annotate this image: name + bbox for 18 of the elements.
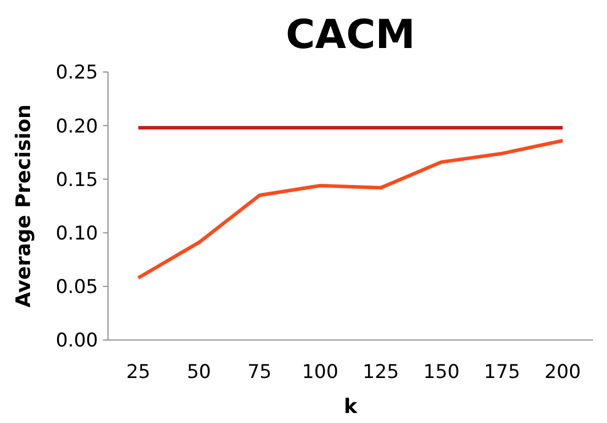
x-tick-label: 75 <box>247 361 272 383</box>
y-tick-label: 0.25 <box>56 62 98 84</box>
x-tick-label: 25 <box>126 361 150 383</box>
chart-title: CACM <box>286 12 416 58</box>
y-tick-label: 0.00 <box>56 330 98 352</box>
x-axis-title: k <box>344 394 358 418</box>
y-tick-label: 0.05 <box>56 276 98 298</box>
y-tick-label: 0.15 <box>56 168 98 191</box>
x-tick-label: 100 <box>302 361 338 383</box>
x-tick-label: 150 <box>423 361 460 383</box>
y-tick-label: 0.10 <box>56 222 98 244</box>
x-tick-label: 50 <box>186 361 212 383</box>
y-tick-label: 0.20 <box>56 115 98 138</box>
x-tick-label: 125 <box>362 361 399 383</box>
x-tick-label: 175 <box>484 361 520 383</box>
x-tick-label: 200 <box>544 361 581 383</box>
line-series <box>136 138 564 280</box>
y-axis-title: Average Precision <box>11 104 35 308</box>
